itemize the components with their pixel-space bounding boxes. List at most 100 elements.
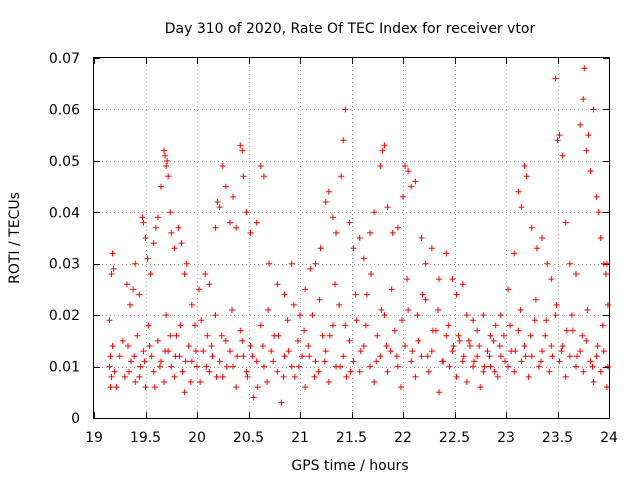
data-point	[325, 379, 332, 385]
data-point	[230, 193, 237, 200]
data-point	[109, 343, 116, 349]
data-point	[187, 379, 194, 385]
data-point	[247, 343, 254, 349]
data-point	[171, 245, 178, 252]
y-tick-label: 0.06	[49, 102, 80, 118]
data-point	[177, 322, 184, 329]
data-point	[316, 296, 323, 303]
data-point	[124, 343, 131, 349]
data-point	[350, 245, 357, 252]
data-point	[257, 163, 264, 169]
data-point	[449, 276, 456, 283]
data-point	[136, 373, 143, 380]
data-point	[197, 379, 204, 385]
data-point	[198, 317, 205, 324]
data-point	[106, 317, 113, 324]
data-point	[275, 332, 282, 339]
data-point	[243, 209, 250, 216]
data-point	[436, 276, 443, 283]
data-point	[164, 157, 171, 164]
data-point	[422, 296, 429, 303]
data-point	[182, 358, 189, 365]
x-tick-label: 21	[291, 430, 309, 446]
data-point	[408, 358, 415, 365]
data-point	[419, 291, 426, 298]
data-point	[172, 353, 179, 360]
data-point	[436, 389, 443, 396]
data-point	[577, 121, 584, 128]
data-point	[154, 337, 161, 344]
data-point	[402, 343, 409, 349]
data-point	[157, 183, 164, 190]
data-point	[405, 168, 412, 175]
x-tick-label: 22.5	[439, 430, 470, 446]
y-axis-title: ROTI / TECUs	[7, 192, 23, 284]
data-point	[183, 260, 190, 267]
data-point	[579, 332, 586, 339]
data-point	[175, 224, 182, 231]
data-point	[329, 214, 336, 221]
data-point	[460, 353, 467, 360]
data-point	[539, 235, 546, 241]
data-point	[107, 353, 114, 360]
x-tick-label: 21.5	[336, 430, 367, 446]
data-point	[590, 106, 597, 113]
data-point	[140, 219, 147, 226]
data-point	[463, 379, 470, 385]
data-point	[285, 348, 292, 355]
data-point	[388, 286, 395, 293]
data-point	[521, 163, 528, 169]
data-point	[216, 204, 223, 211]
data-point	[206, 368, 213, 375]
data-point	[377, 163, 384, 169]
data-point	[362, 322, 369, 329]
data-point	[352, 291, 359, 298]
data-point	[111, 368, 118, 375]
y-tick-label: 0.07	[49, 51, 80, 67]
data-point	[599, 322, 606, 329]
data-point	[312, 260, 319, 267]
data-point	[307, 265, 314, 272]
data-point	[531, 317, 538, 324]
data-point	[569, 327, 576, 334]
data-point	[471, 358, 478, 365]
data-point	[533, 245, 540, 252]
data-point	[538, 358, 545, 365]
data-point	[259, 343, 266, 349]
data-point	[604, 301, 611, 308]
data-point	[446, 363, 453, 370]
data-point	[209, 353, 216, 360]
data-point	[127, 301, 134, 308]
data-point	[347, 368, 354, 375]
data-point	[379, 147, 386, 154]
data-point	[150, 240, 157, 247]
data-point	[288, 363, 295, 370]
data-point	[265, 307, 272, 313]
data-point	[363, 291, 370, 298]
data-point	[589, 363, 596, 370]
data-point	[297, 312, 303, 319]
data-point	[367, 363, 374, 370]
data-point	[371, 209, 378, 216]
data-point	[233, 384, 240, 391]
data-point	[603, 260, 610, 267]
data-point	[343, 373, 350, 380]
y-tick-label: 0.03	[49, 257, 80, 273]
data-point	[219, 163, 226, 169]
data-point	[171, 373, 178, 380]
data-point	[131, 353, 138, 360]
data-point	[144, 255, 151, 262]
data-point	[302, 286, 309, 293]
data-point	[554, 137, 561, 144]
data-point	[590, 379, 597, 385]
data-point	[378, 307, 385, 313]
data-point	[518, 358, 525, 365]
data-point	[150, 368, 157, 375]
data-point	[543, 317, 550, 324]
data-point	[226, 219, 233, 226]
data-point	[384, 368, 391, 375]
data-point	[373, 358, 380, 365]
data-point	[229, 307, 236, 313]
data-point	[566, 260, 573, 267]
data-point	[230, 363, 237, 370]
